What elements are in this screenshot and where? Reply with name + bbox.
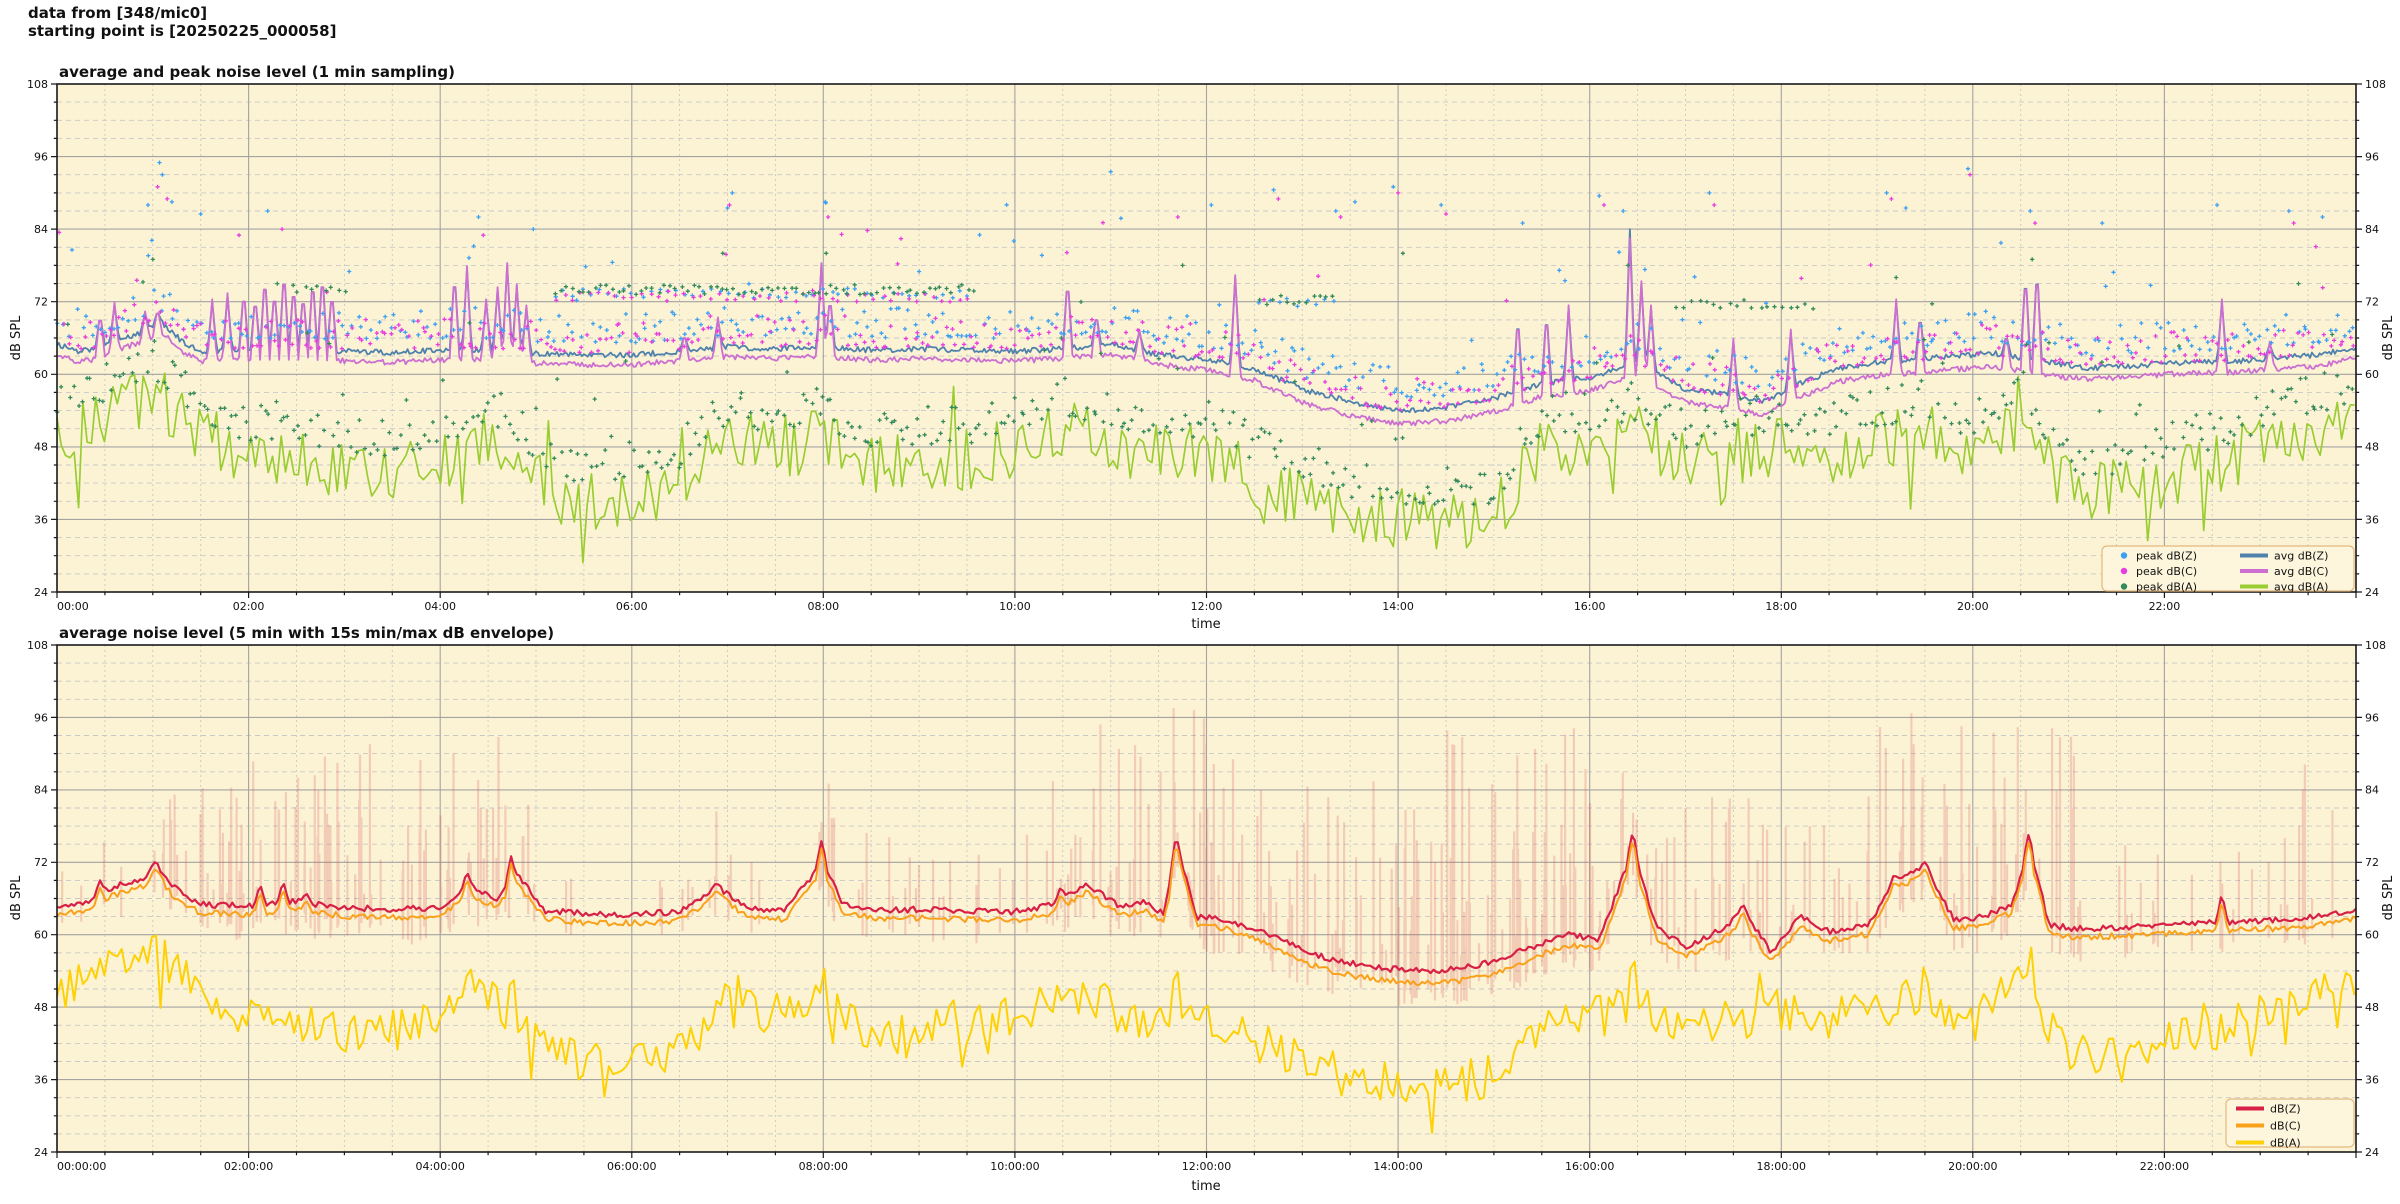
legend-label: peak dB(A) [2136,580,2197,593]
y-tick-label-left: 84 [34,784,48,797]
y-tick-label-left: 72 [34,296,48,309]
x-tick-label: 18:00:00 [1757,1160,1806,1173]
chart1-xlabel: time [1191,617,1220,632]
legend-marker-dot [2120,583,2128,590]
y-tick-label-left: 36 [34,513,48,526]
x-tick-label: 00:00:00 [57,1160,106,1173]
x-tick-label: 06:00:00 [607,1160,656,1173]
y-tick-label-left: 96 [34,711,48,724]
legend-label: avg dB(Z) [2274,549,2328,562]
y-tick-label-left: 84 [34,223,48,236]
x-tick-label: 08:00 [807,600,839,613]
line-db-c- [56,841,2357,986]
y-tick-label-left: 24 [34,1146,48,1159]
legend-label: peak dB(Z) [2136,549,2197,562]
y-tick-label-right: 108 [2365,78,2386,91]
x-tick-label: 16:00:00 [1565,1160,1614,1173]
line-db-z- [56,834,2357,975]
y-tick-label-right: 72 [2365,856,2379,869]
legend-box [2225,1098,2355,1148]
y-tick-label-right: 48 [2365,1001,2379,1014]
axis-ticks [51,644,2362,1158]
legend-label: avg dB(A) [2274,580,2328,593]
legend: dB(Z) dB(C) dB(A) [2225,1098,2355,1149]
y-tick-label-right: 36 [2365,513,2379,526]
y-tick-label-left: 108 [27,78,48,91]
x-tick-label: 12:00:00 [1182,1160,1231,1173]
y-tick-label-right: 108 [2365,639,2386,652]
x-tick-label: 04:00 [424,600,456,613]
x-tick-label: 02:00:00 [224,1160,273,1173]
x-tick-label: 06:00 [616,600,648,613]
chart1-ylabel-right: dB SPL [2381,315,2396,360]
line-avg-db-c- [56,237,2357,427]
chart-average-envelope: 24 24 36 36 48 48 60 60 72 72 84 84 96 96 108 108 00:00:… [27,639,2386,1173]
x-tick-label: 22:00 [2149,600,2181,613]
y-tick-label-left: 48 [34,441,48,454]
legend-marker-dot [2120,567,2128,575]
x-tick-label: 22:00:00 [2140,1160,2189,1173]
y-tick-label-left: 96 [34,150,48,163]
chart1-ylabel-left: dB SPL [9,315,24,360]
x-tick-label: 20:00 [1957,600,1989,613]
y-tick-label-right: 96 [2365,711,2379,724]
y-tick-label-right: 48 [2365,441,2379,454]
line-db-a- [56,934,2356,1135]
axis-ticks [51,83,2362,598]
y-tick-label-right: 84 [2365,223,2379,236]
line-avg-db-a- [56,372,2355,564]
legend-label: dB(A) [2270,1136,2301,1149]
y-tick-label-right: 72 [2365,296,2379,309]
y-tick-label-right: 36 [2365,1073,2379,1086]
x-tick-label: 00:00 [57,600,89,613]
y-tick-label-left: 24 [34,586,48,599]
chart1-title: average and peak noise level (1 min samp… [59,63,455,81]
legend-marker-dot [2120,552,2128,559]
scatter-peak-db-c- [57,172,2356,412]
header-line-2: starting point is [20250225_000058] [28,22,336,40]
x-tick-label: 08:00:00 [799,1160,848,1173]
line-avg-db-z- [56,228,2357,414]
chart2-title: average noise level (5 min with 15s min/… [59,624,554,642]
chart2-xlabel: time [1191,1179,1220,1194]
legend-box [2101,545,2355,592]
x-tick-label: 10:00:00 [990,1160,1039,1173]
x-tick-label: 04:00:00 [415,1160,464,1173]
y-tick-label-right: 60 [2365,368,2379,381]
y-tick-label-right: 60 [2365,929,2379,942]
legend-label: dB(Z) [2270,1102,2301,1115]
y-tick-label-left: 60 [34,368,48,381]
y-tick-label-left: 60 [34,929,48,942]
x-tick-label: 14:00 [1382,600,1414,613]
legend-label: dB(C) [2270,1119,2301,1132]
y-tick-label-right: 84 [2365,784,2379,797]
y-tick-label-left: 72 [34,856,48,869]
y-tick-label-left: 36 [34,1073,48,1086]
x-tick-label: 10:00 [999,600,1031,613]
chart2-ylabel-right: dB SPL [2381,875,2396,920]
x-tick-label: 20:00:00 [1948,1160,1997,1173]
chart-average-and-peak: 24 24 36 36 48 48 60 60 72 72 84 84 96 96 108 108 00:00 0… [27,78,2386,613]
y-tick-label-right: 96 [2365,150,2379,163]
legend: peak dB(Z) peak dB(C) peak dB(A) avg dB(Z) a… [2101,545,2355,593]
y-tick-label-right: 24 [2365,586,2379,599]
x-tick-label: 18:00 [1765,600,1797,613]
header-line-1: data from [348/mic0] [28,4,207,22]
chart2-ylabel-left: dB SPL [9,875,24,920]
legend-label: avg dB(C) [2274,565,2329,578]
y-tick-label-left: 48 [34,1001,48,1014]
y-tick-label-right: 24 [2365,1146,2379,1159]
y-tick-label-left: 108 [27,639,48,652]
x-tick-label: 16:00 [1574,600,1606,613]
x-tick-label: 02:00 [233,600,265,613]
x-tick-label: 12:00 [1191,600,1223,613]
legend-label: peak dB(C) [2136,565,2197,578]
x-tick-label: 14:00:00 [1373,1160,1422,1173]
